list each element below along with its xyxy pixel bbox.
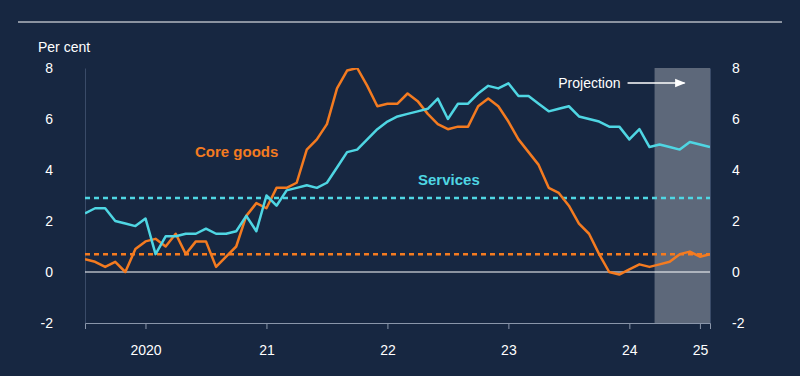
tick-label: -2 bbox=[732, 315, 745, 331]
tick-label: 6 bbox=[45, 111, 53, 127]
tick: 21 bbox=[259, 323, 275, 358]
y-axis: -2 0 2 4 6 8 bbox=[41, 60, 86, 331]
tick: 6 bbox=[45, 111, 85, 127]
background bbox=[0, 0, 800, 376]
y2-axis: -2 0 2 4 6 8 bbox=[710, 60, 745, 331]
tick: 4 bbox=[710, 162, 740, 178]
axis-line bbox=[86, 324, 711, 330]
chart: -202468-20246820202122232425Per centCore… bbox=[0, 0, 800, 376]
tick-label: -2 bbox=[41, 315, 54, 331]
projection-band bbox=[655, 68, 710, 323]
tick-mark bbox=[145, 323, 146, 329]
tick-label: 8 bbox=[45, 60, 53, 76]
tick: 22 bbox=[380, 323, 396, 358]
x-axis: 2020 21 22 23 24 25 bbox=[86, 323, 711, 358]
series-label: Core goods bbox=[195, 143, 278, 160]
tick: 4 bbox=[45, 162, 85, 178]
tick-label: 0 bbox=[732, 264, 740, 280]
tick-label: 21 bbox=[259, 342, 275, 358]
tick-label: 4 bbox=[45, 162, 53, 178]
tick-label: 8 bbox=[732, 60, 740, 76]
top-rule bbox=[18, 22, 782, 23]
series-label: Services bbox=[418, 171, 480, 188]
axis-line bbox=[710, 69, 711, 324]
tick-mark bbox=[700, 323, 701, 329]
tick-mark bbox=[629, 323, 630, 329]
tick: 0 bbox=[45, 264, 85, 280]
tick: 8 bbox=[45, 60, 85, 76]
tick-mark bbox=[387, 323, 388, 329]
reference-line bbox=[85, 197, 710, 200]
tick-mark bbox=[266, 323, 267, 329]
y-axis-title: Per cent bbox=[38, 39, 90, 55]
tick-label: 2020 bbox=[130, 342, 161, 358]
tick-label: 25 bbox=[693, 342, 709, 358]
tick: 6 bbox=[710, 111, 740, 127]
tick-label: 0 bbox=[45, 264, 53, 280]
tick: 8 bbox=[710, 60, 740, 76]
tick-label: 2 bbox=[732, 213, 740, 229]
tick: 2 bbox=[710, 213, 740, 229]
tick-mark bbox=[508, 323, 509, 329]
tick: 0 bbox=[710, 264, 740, 280]
tick-label: 2 bbox=[45, 213, 53, 229]
annotation-text: Projection bbox=[558, 75, 620, 91]
annotation-arrow bbox=[628, 82, 685, 84]
zero-line bbox=[85, 271, 710, 272]
tick: 24 bbox=[622, 323, 638, 358]
tick: 2 bbox=[45, 213, 85, 229]
tick-label: 23 bbox=[501, 342, 517, 358]
axis-line bbox=[85, 69, 86, 324]
tick-label: 22 bbox=[380, 342, 396, 358]
tick: -2 bbox=[710, 315, 745, 331]
series-line bbox=[85, 68, 710, 275]
tick-label: 4 bbox=[732, 162, 740, 178]
plot-area bbox=[85, 68, 710, 275]
tick-label: 6 bbox=[732, 111, 740, 127]
series-line bbox=[85, 83, 710, 254]
tick: 25 bbox=[693, 323, 709, 358]
tick-label: 24 bbox=[622, 342, 638, 358]
tick: 23 bbox=[501, 323, 517, 358]
tick: -2 bbox=[41, 315, 85, 331]
tick: 2020 bbox=[130, 323, 161, 358]
projection-group bbox=[655, 68, 710, 323]
reference-line bbox=[85, 253, 710, 256]
